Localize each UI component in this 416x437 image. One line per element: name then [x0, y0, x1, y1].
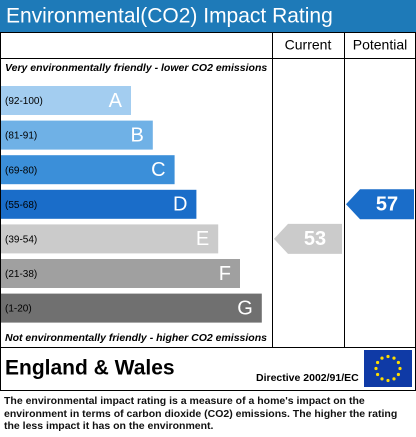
flag-star	[396, 360, 400, 365]
band-letter: D	[173, 194, 187, 216]
potential-value: 57	[376, 194, 398, 216]
band-bar	[1, 120, 153, 150]
eu-flag	[364, 350, 412, 387]
band-range: (55-68)	[5, 200, 37, 211]
directive: Directive 2002/91/EC	[256, 372, 359, 384]
rating-chart: Environmental(CO2) Impact Rating Current…	[0, 0, 416, 391]
band-letter: F	[219, 263, 231, 285]
title: Environmental(CO2) Impact Rating	[6, 5, 333, 28]
flag-star	[376, 360, 380, 365]
flag-star	[396, 372, 400, 377]
flag-star	[392, 356, 396, 360]
bottom-note: Not environmentally friendly - higher CO…	[5, 332, 267, 344]
band-bar	[1, 86, 131, 115]
flag-star	[386, 378, 390, 383]
potential-header: Potential	[353, 37, 407, 53]
band-bar	[1, 259, 240, 288]
flag-star	[398, 366, 402, 371]
flag-star	[376, 372, 380, 377]
band-range: (81-91)	[5, 131, 37, 142]
band-bar	[1, 155, 175, 185]
title-bar	[0, 0, 416, 32]
current-value: 53	[304, 228, 326, 250]
flag-star	[374, 366, 378, 371]
region: England & Wales	[5, 357, 175, 380]
top-note: Very environmentally friendly - lower CO…	[5, 62, 267, 74]
band-letter: A	[109, 90, 123, 112]
band-letter: B	[130, 124, 143, 146]
band-bar	[1, 224, 219, 254]
current-arrow	[274, 223, 342, 254]
band-letter: E	[196, 228, 209, 250]
band-range: (39-54)	[5, 235, 37, 246]
band-bar	[1, 189, 197, 219]
flag-star	[386, 354, 390, 359]
band-letter: C	[151, 159, 165, 181]
description: The environmental impact rating is a mea…	[4, 395, 398, 432]
flag-star	[392, 377, 396, 381]
flag-star	[380, 377, 384, 381]
band-range: (92-100)	[5, 96, 43, 107]
potential-arrow	[346, 189, 414, 220]
band-bar	[1, 293, 262, 323]
band-letter: G	[237, 297, 253, 319]
band-range: (21-38)	[5, 269, 37, 280]
flag-star	[380, 356, 384, 360]
band-range: (69-80)	[5, 165, 37, 176]
band-range: (1-20)	[5, 304, 32, 315]
current-header: Current	[285, 37, 332, 53]
